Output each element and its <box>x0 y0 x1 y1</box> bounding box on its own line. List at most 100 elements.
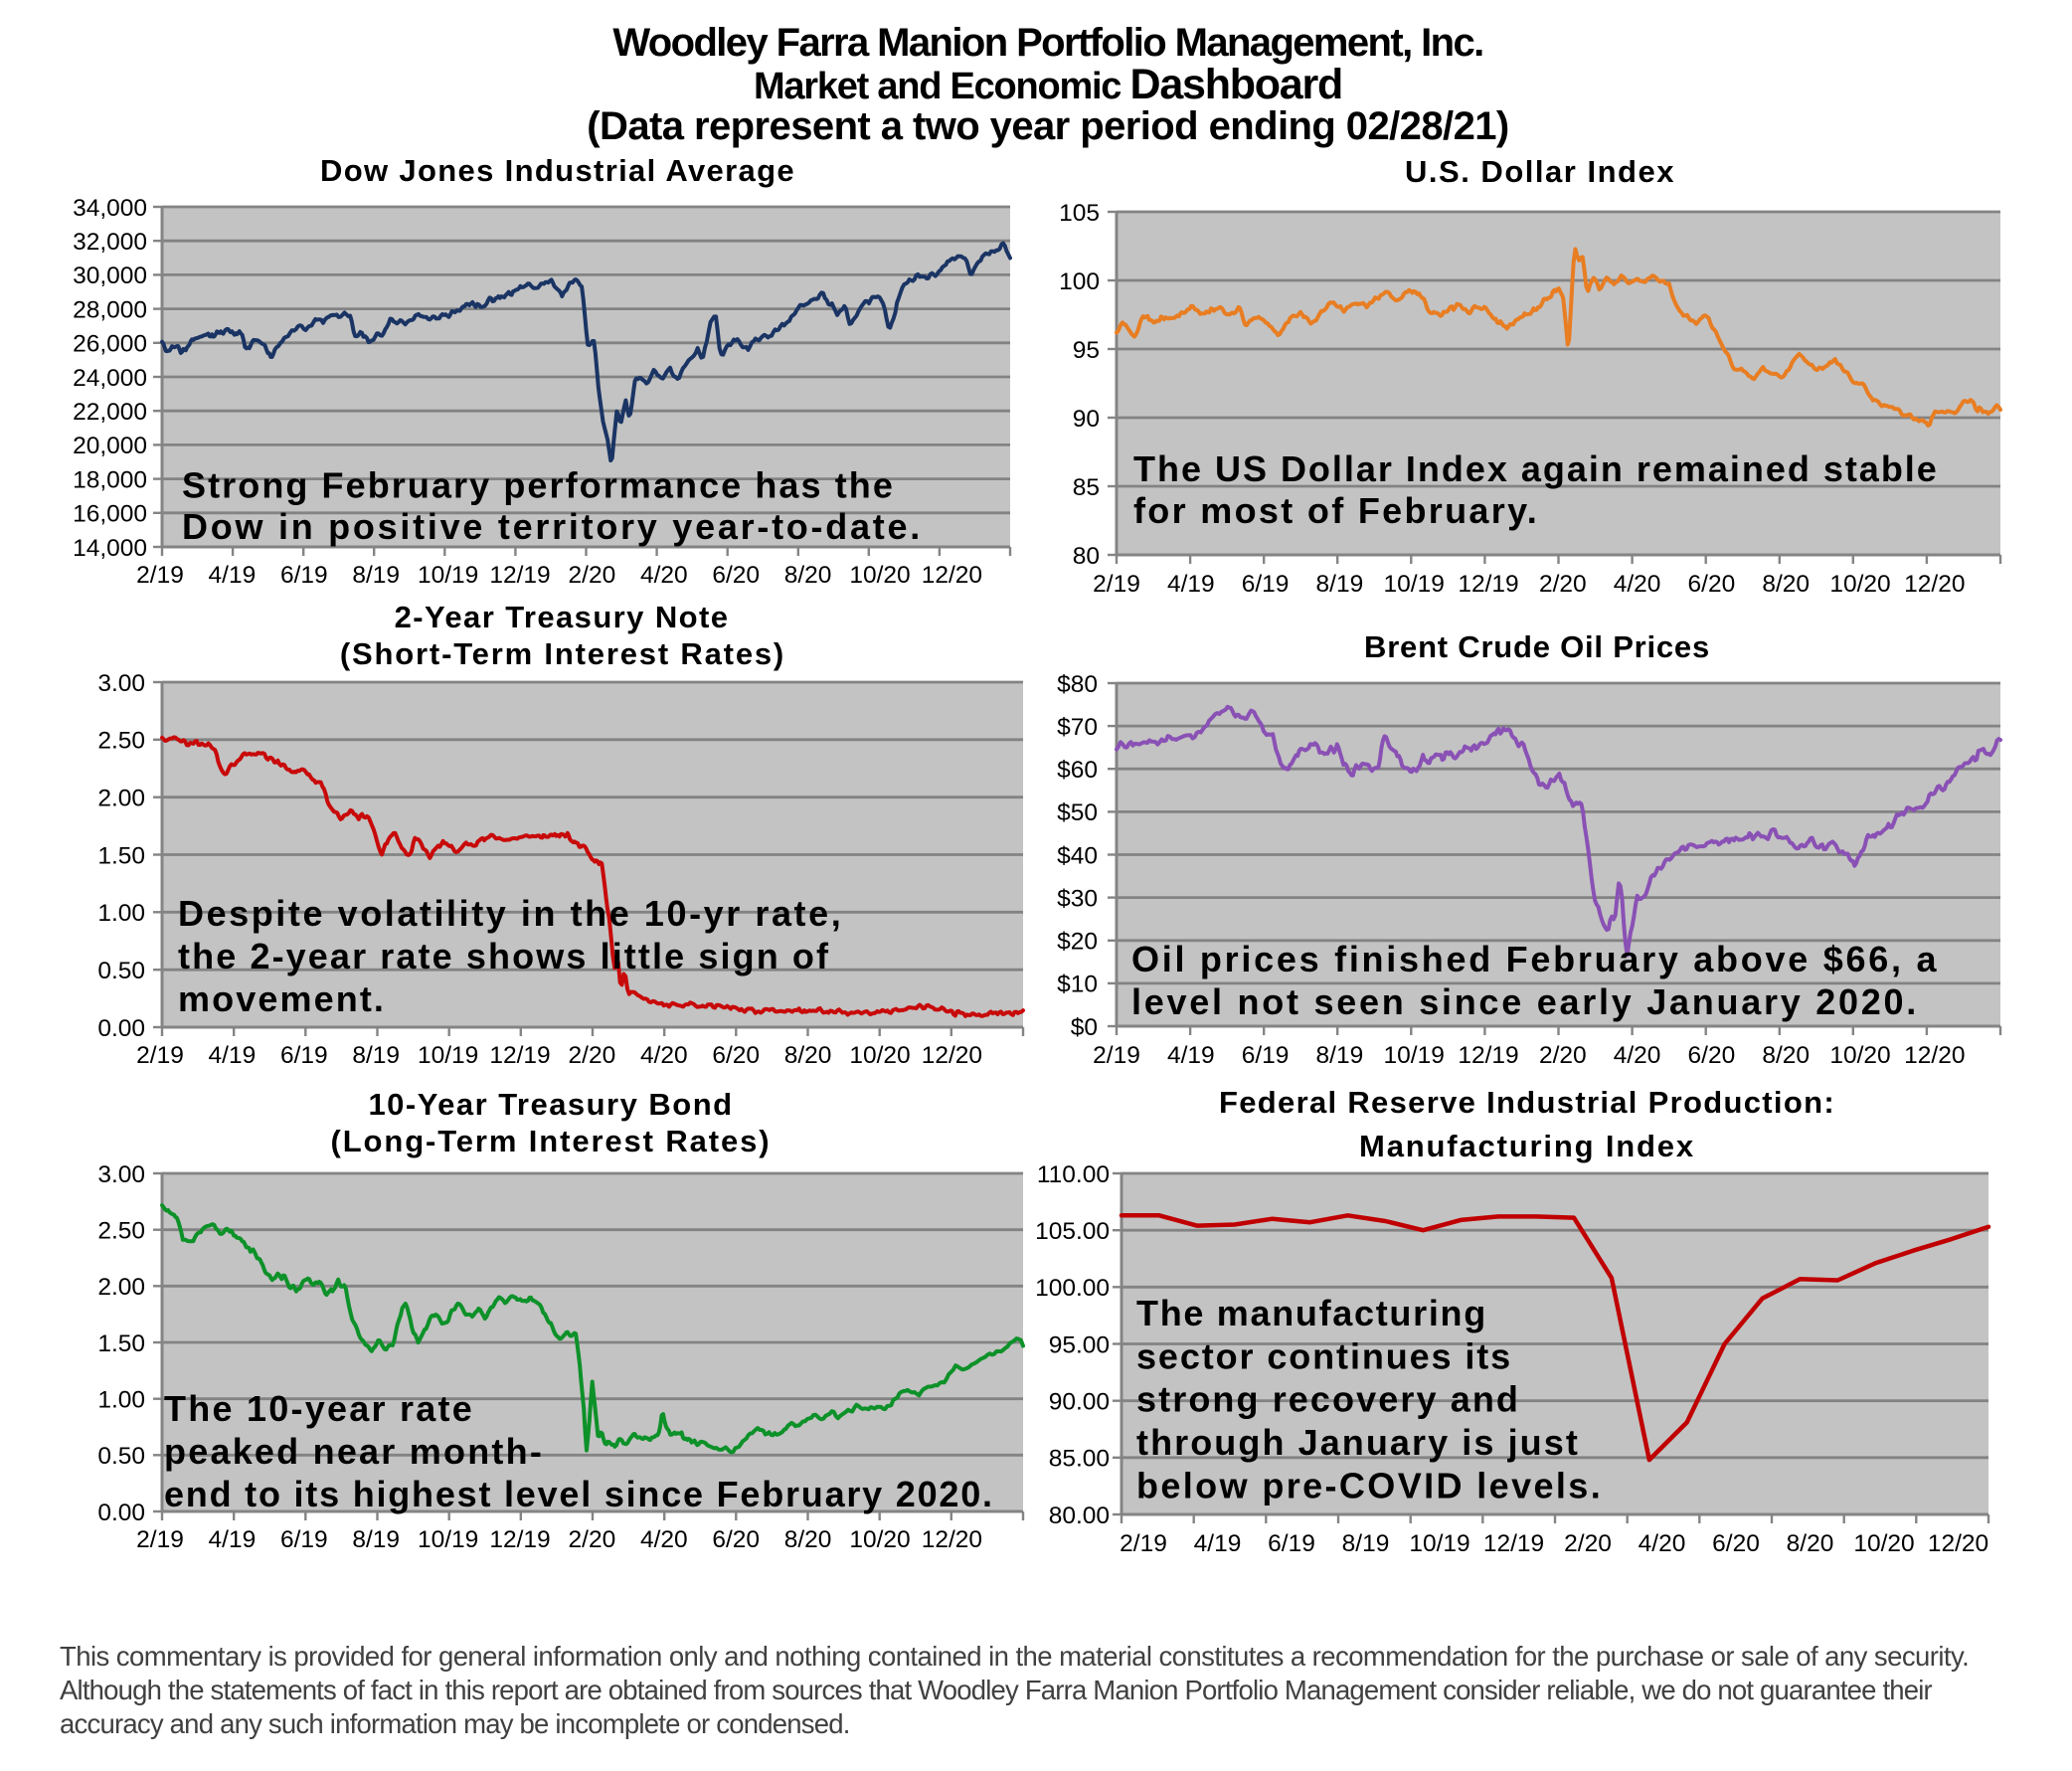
svg-text:8/19: 8/19 <box>1342 1530 1390 1557</box>
svg-text:6/19: 6/19 <box>1268 1530 1315 1557</box>
svg-text:2.50: 2.50 <box>97 728 145 755</box>
svg-text:8/20: 8/20 <box>1762 571 1810 598</box>
svg-text:8/20: 8/20 <box>784 1042 832 1069</box>
svg-text:34,000: 34,000 <box>73 195 147 222</box>
svg-text:4/19: 4/19 <box>1167 571 1215 598</box>
svg-text:6/19: 6/19 <box>280 1042 328 1069</box>
svg-text:4/20: 4/20 <box>1614 1042 1661 1069</box>
svg-text:Dow Jones Industrial Average: Dow Jones Industrial Average <box>320 153 795 188</box>
svg-text:$70: $70 <box>1057 714 1098 741</box>
svg-text:1.00: 1.00 <box>97 900 145 927</box>
svg-text:$20: $20 <box>1057 929 1098 956</box>
svg-text:12/19: 12/19 <box>489 562 550 589</box>
svg-text:28,000: 28,000 <box>73 296 147 323</box>
svg-text:6/20: 6/20 <box>1688 571 1736 598</box>
svg-text:Dow in positive territory year: Dow in positive territory year-to-date. <box>182 506 923 547</box>
svg-text:6/19: 6/19 <box>1242 571 1290 598</box>
svg-text:12/19: 12/19 <box>1483 1530 1544 1557</box>
svg-text:$10: $10 <box>1057 972 1098 998</box>
svg-text:4/19: 4/19 <box>1194 1530 1242 1557</box>
svg-text:$60: $60 <box>1057 757 1098 784</box>
svg-text:2-Year Treasury Note: 2-Year Treasury Note <box>395 600 730 634</box>
svg-text:$30: $30 <box>1057 885 1098 912</box>
svg-text:85.00: 85.00 <box>1049 1446 1110 1473</box>
svg-text:8/20: 8/20 <box>784 562 832 589</box>
svg-text:2.00: 2.00 <box>97 786 145 812</box>
svg-text:12/20: 12/20 <box>922 1526 982 1553</box>
svg-text:for most of February.: for most of February. <box>1133 490 1539 531</box>
svg-text:This commentary is provided fo: This commentary is provided for general … <box>60 1641 1969 1672</box>
svg-text:3.00: 3.00 <box>97 1161 145 1188</box>
svg-text:10/19: 10/19 <box>1384 571 1445 598</box>
svg-text:Manufacturing Index: Manufacturing Index <box>1359 1129 1695 1163</box>
svg-text:Despite volatility in the 10-y: Despite volatility in the 10-yr rate, <box>178 893 843 934</box>
svg-text:105.00: 105.00 <box>1035 1218 1110 1245</box>
svg-text:12/19: 12/19 <box>489 1042 550 1069</box>
svg-text:movement.: movement. <box>178 978 386 1019</box>
svg-text:2.50: 2.50 <box>97 1218 145 1245</box>
svg-text:(Long-Term Interest Rates): (Long-Term Interest Rates) <box>331 1124 772 1158</box>
svg-text:The manufacturing: The manufacturing <box>1136 1293 1487 1333</box>
svg-text:Although the statements of fac: Although the statements of fact in this … <box>60 1675 1933 1705</box>
svg-text:2/19: 2/19 <box>136 1526 184 1553</box>
svg-text:through January is just: through January is just <box>1136 1422 1580 1463</box>
svg-text:2/20: 2/20 <box>1539 1042 1587 1069</box>
svg-text:4/19: 4/19 <box>1167 1042 1215 1069</box>
svg-text:10/19: 10/19 <box>1384 1042 1445 1069</box>
svg-text:12/19: 12/19 <box>1458 1042 1518 1069</box>
svg-text:110.00: 110.00 <box>1037 1161 1110 1188</box>
svg-text:8/20: 8/20 <box>1762 1042 1810 1069</box>
svg-text:18,000: 18,000 <box>73 466 147 493</box>
svg-text:2/20: 2/20 <box>569 1042 616 1069</box>
svg-text:end to its highest level since: end to its highest level since February … <box>164 1474 994 1514</box>
svg-text:strong recovery and: strong recovery and <box>1136 1379 1520 1420</box>
svg-text:32,000: 32,000 <box>73 229 147 256</box>
svg-text:8/19: 8/19 <box>352 562 400 589</box>
svg-text:Oil prices finished February a: Oil prices finished February above $66, … <box>1131 939 1939 979</box>
svg-text:12/20: 12/20 <box>922 1042 982 1069</box>
svg-text:6/20: 6/20 <box>712 1042 760 1069</box>
svg-text:6/20: 6/20 <box>1688 1042 1736 1069</box>
svg-text:16,000: 16,000 <box>73 501 147 528</box>
svg-text:0.50: 0.50 <box>97 1443 145 1470</box>
svg-text:22,000: 22,000 <box>73 399 147 426</box>
svg-text:0.00: 0.00 <box>97 1500 145 1526</box>
svg-text:2/19: 2/19 <box>1120 1530 1167 1557</box>
svg-text:8/19: 8/19 <box>1316 571 1364 598</box>
svg-text:8/19: 8/19 <box>352 1526 400 1553</box>
svg-text:12/20: 12/20 <box>922 562 982 589</box>
svg-text:4/19: 4/19 <box>209 1042 257 1069</box>
svg-text:6/19: 6/19 <box>280 1526 328 1553</box>
svg-text:2/19: 2/19 <box>136 562 184 589</box>
svg-text:2/19: 2/19 <box>1093 1042 1140 1069</box>
svg-text:Federal Reserve Industrial Pro: Federal Reserve Industrial Production: <box>1219 1085 1835 1120</box>
svg-text:0.50: 0.50 <box>97 958 145 984</box>
svg-text:6/19: 6/19 <box>1242 1042 1290 1069</box>
svg-text:below pre-COVID levels.: below pre-COVID levels. <box>1136 1465 1603 1505</box>
svg-text:6/20: 6/20 <box>712 562 760 589</box>
svg-text:Market and Economic Dashboard: Market and Economic Dashboard <box>754 61 1342 108</box>
svg-text:$0: $0 <box>1071 1014 1098 1041</box>
svg-text:4/20: 4/20 <box>1639 1530 1686 1557</box>
svg-text:12/20: 12/20 <box>1904 1042 1965 1069</box>
svg-text:$40: $40 <box>1057 842 1098 869</box>
svg-text:2/20: 2/20 <box>1564 1530 1612 1557</box>
svg-text:105: 105 <box>1059 200 1100 227</box>
svg-text:20,000: 20,000 <box>73 433 147 459</box>
svg-text:2/19: 2/19 <box>136 1042 184 1069</box>
svg-text:(Data represent a two year per: (Data represent a two year period ending… <box>587 104 1508 148</box>
svg-text:6/19: 6/19 <box>280 562 328 589</box>
svg-text:0.00: 0.00 <box>97 1015 145 1042</box>
svg-text:95.00: 95.00 <box>1049 1331 1110 1358</box>
svg-text:4/19: 4/19 <box>209 562 257 589</box>
svg-text:80.00: 80.00 <box>1049 1503 1110 1529</box>
svg-text:10/19: 10/19 <box>418 562 478 589</box>
svg-text:8/20: 8/20 <box>784 1526 832 1553</box>
svg-text:4/19: 4/19 <box>209 1526 257 1553</box>
svg-text:10/20: 10/20 <box>849 1042 910 1069</box>
svg-text:10/20: 10/20 <box>849 1526 910 1553</box>
svg-text:4/20: 4/20 <box>640 1526 688 1553</box>
svg-text:8/19: 8/19 <box>1316 1042 1364 1069</box>
svg-text:1.50: 1.50 <box>97 1330 145 1357</box>
svg-text:2.00: 2.00 <box>97 1274 145 1301</box>
